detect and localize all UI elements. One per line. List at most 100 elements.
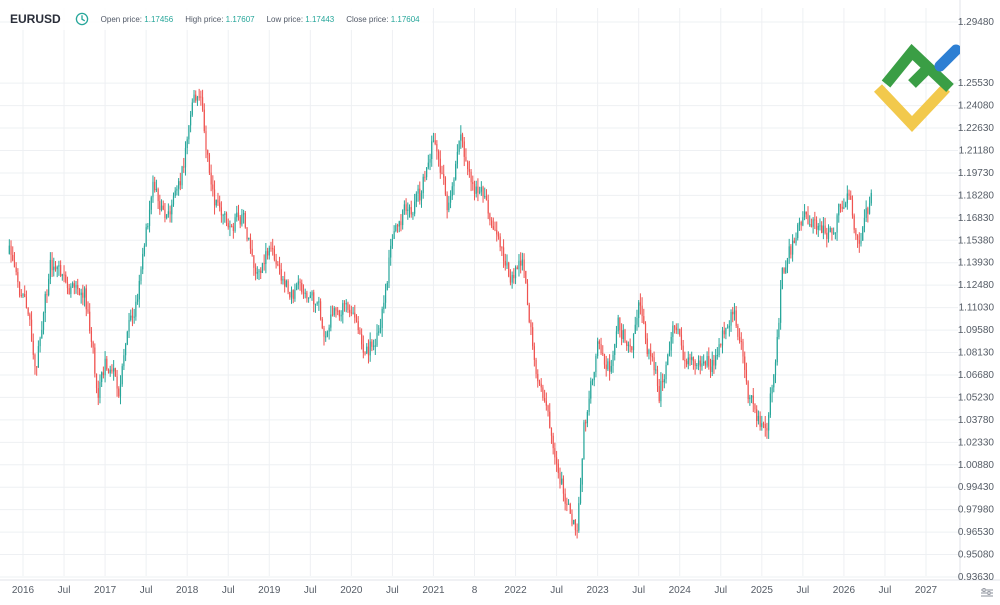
candle-body <box>691 357 693 360</box>
candle-body <box>487 200 489 214</box>
candle-body <box>318 301 320 303</box>
candle-body <box>284 278 286 287</box>
candle-body <box>668 350 671 355</box>
x-tick-label: Jul <box>304 585 317 596</box>
candle-body <box>272 248 274 250</box>
candle-body <box>738 336 741 341</box>
candle-body <box>22 293 24 296</box>
candle-body <box>585 422 587 424</box>
candle-body <box>870 192 872 204</box>
candle-body <box>201 97 204 110</box>
candle-body <box>335 308 337 311</box>
candle-body <box>508 262 510 277</box>
candle-body <box>663 379 665 383</box>
candle-body <box>839 203 842 207</box>
candle-body <box>48 278 50 296</box>
candle-body <box>518 260 520 270</box>
candles[interactable] <box>8 88 872 539</box>
candle-body <box>118 388 120 397</box>
candle-body <box>502 247 505 262</box>
candle-body <box>733 310 736 315</box>
settings-icon[interactable] <box>980 586 994 598</box>
candle-body <box>128 320 130 332</box>
candle-body <box>383 302 385 310</box>
candle-body <box>578 503 580 531</box>
candle-body <box>113 368 115 372</box>
candle-body <box>121 366 123 385</box>
symbol-label[interactable]: EURUSD <box>10 12 61 26</box>
candle-body <box>87 309 89 312</box>
candle-body <box>461 134 464 142</box>
candle-body <box>42 312 45 330</box>
candle-body <box>643 316 645 324</box>
candle-body <box>41 329 43 339</box>
candle-body <box>817 225 819 230</box>
candle-body <box>795 238 797 243</box>
high-price: High price: 1.17607 <box>185 14 255 24</box>
candle-body <box>65 274 67 283</box>
candle-body <box>191 102 193 115</box>
candle-body <box>626 341 628 346</box>
candle-body <box>745 369 748 382</box>
y-tick-label: 0.97980 <box>958 505 995 516</box>
candle-body <box>343 303 346 305</box>
candle-body <box>631 346 633 351</box>
candle-body <box>747 381 749 400</box>
candle-body <box>337 310 339 312</box>
candle-body <box>538 381 541 384</box>
candle-body <box>266 251 269 256</box>
candle-body <box>417 188 419 194</box>
candle-body <box>588 398 590 412</box>
candle-body <box>225 213 228 224</box>
candle-body <box>273 249 276 260</box>
candle-body <box>443 174 445 178</box>
candle-body <box>831 228 833 234</box>
candle-body <box>85 288 87 310</box>
candle-body <box>513 274 515 279</box>
candle-body <box>809 224 811 226</box>
candle-body <box>708 356 710 367</box>
candle-body <box>468 169 470 172</box>
candle-body <box>32 340 34 355</box>
candle-body <box>667 354 669 365</box>
candle-body <box>484 196 486 198</box>
candle-body <box>106 358 108 370</box>
candle-body <box>827 232 830 239</box>
candle-body <box>36 366 38 368</box>
candle-body <box>479 191 481 193</box>
candle-body <box>131 315 134 318</box>
candle-body <box>824 225 826 234</box>
candle-body <box>130 315 132 321</box>
candle-body <box>422 176 424 194</box>
grid-lines <box>0 0 1000 581</box>
candle-body <box>224 213 226 215</box>
clock-icon[interactable] <box>75 12 89 26</box>
candle-body <box>648 350 650 355</box>
candle-body <box>699 360 701 367</box>
x-tick-label: Jul <box>140 585 153 596</box>
candle-body <box>853 215 855 230</box>
candle-body <box>591 379 594 382</box>
candle-body <box>449 196 452 203</box>
candle-body <box>826 233 828 239</box>
y-tick-label: 1.13930 <box>958 258 995 269</box>
candle-body <box>769 393 771 415</box>
candle-body <box>571 513 573 525</box>
candle-body <box>545 401 547 406</box>
candle-body <box>501 247 503 249</box>
y-tick-label: 1.09580 <box>958 325 995 336</box>
candle-body <box>516 267 518 270</box>
y-tick-label: 0.95080 <box>958 550 995 561</box>
candle-body <box>554 448 556 458</box>
candle-body <box>850 195 852 200</box>
candle-body <box>723 330 725 335</box>
candle-body <box>641 305 643 317</box>
candle-body <box>617 317 619 332</box>
candle-body <box>441 172 443 175</box>
candle-body <box>800 222 802 226</box>
candle-body <box>603 354 606 365</box>
candle-body <box>790 246 792 255</box>
candle-body <box>467 161 469 170</box>
